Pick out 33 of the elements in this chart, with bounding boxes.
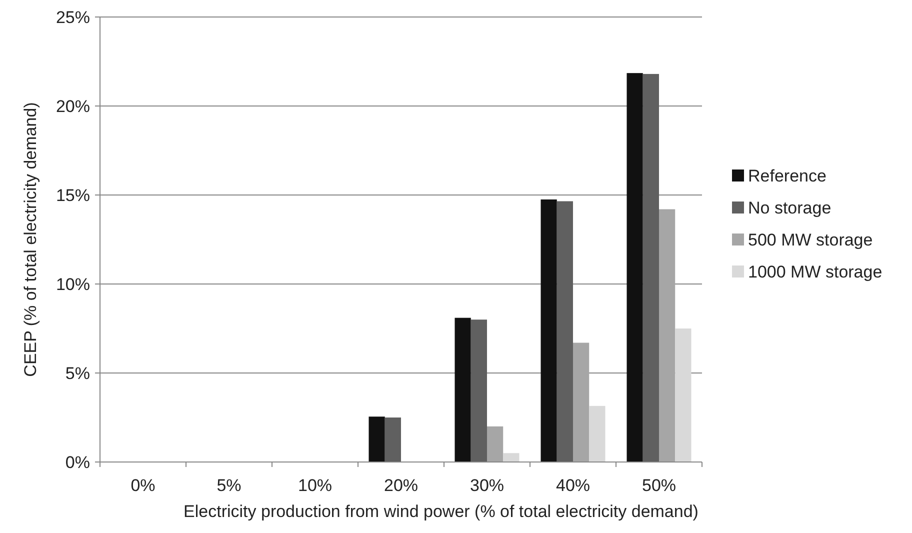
x-tick-label: 0% [130, 476, 156, 495]
bar [487, 426, 504, 462]
x-tick-label: 10% [298, 476, 332, 495]
legend-label: Reference [748, 166, 826, 186]
bar [589, 406, 606, 462]
bar [626, 73, 643, 462]
x-tick-label: 30% [470, 476, 504, 495]
x-tick-label: 5% [216, 476, 242, 495]
y-tick-label: 25% [56, 8, 90, 27]
bar [384, 418, 401, 462]
y-tick-label: 0% [65, 452, 90, 472]
y-tick-label: 5% [65, 364, 90, 383]
legend-label: 500 MW storage [748, 230, 873, 250]
bar [573, 342, 590, 462]
y-tick-label: 15% [56, 186, 90, 205]
bar [659, 209, 676, 462]
legend-label: No storage [748, 198, 832, 218]
y-axis-title: CEEP (% of total electricity demand) [21, 102, 40, 377]
bar [470, 320, 487, 462]
y-tick-label: 10% [56, 274, 90, 294]
bar [642, 74, 659, 462]
x-tick-label: 20% [384, 476, 418, 495]
bar [368, 416, 385, 462]
bar [556, 201, 573, 462]
x-tick-label: 50% [642, 476, 676, 495]
bar [675, 328, 692, 462]
x-tick-label: 40% [556, 476, 590, 495]
legend-label: 1000 MW storage [748, 262, 882, 282]
y-tick-label: 20% [56, 96, 90, 116]
bar [503, 453, 520, 462]
bar [540, 199, 557, 462]
bar [454, 318, 471, 462]
x-axis-title: Electricity production from wind power (% of total electricity demand) [184, 502, 698, 521]
